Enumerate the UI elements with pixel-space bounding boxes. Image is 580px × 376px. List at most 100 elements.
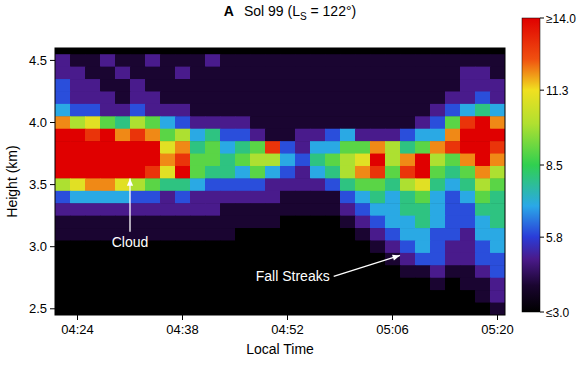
cell (220, 216, 236, 229)
cell (430, 116, 446, 129)
cell (415, 54, 431, 67)
cell (340, 290, 356, 303)
cell (340, 166, 356, 179)
cell (490, 265, 505, 278)
cell (100, 79, 116, 92)
cell (295, 178, 311, 191)
cell (85, 116, 101, 129)
cell (85, 104, 101, 117)
cell (460, 191, 476, 204)
cell (475, 278, 491, 291)
cell (55, 216, 71, 229)
cell (235, 228, 251, 241)
cell (220, 253, 236, 266)
cell (265, 129, 281, 142)
cell (55, 290, 71, 303)
cell (220, 67, 236, 80)
cell (445, 54, 461, 67)
cell (460, 116, 476, 129)
cell (235, 141, 251, 154)
cell (100, 203, 116, 216)
cell (250, 216, 266, 229)
cell (85, 129, 101, 142)
cell (130, 290, 146, 303)
cell (400, 240, 416, 253)
cell (220, 91, 236, 104)
cell (235, 290, 251, 303)
cell (400, 228, 416, 241)
cell (115, 203, 131, 216)
cell (175, 91, 191, 104)
cell (115, 141, 131, 154)
cell (220, 141, 236, 154)
cell (115, 154, 131, 167)
cell (145, 178, 161, 191)
cell (205, 54, 221, 67)
cell (115, 191, 131, 204)
cell (190, 265, 206, 278)
cell (400, 191, 416, 204)
cell (100, 67, 116, 80)
cell (325, 216, 341, 229)
cell (310, 253, 326, 266)
cell (190, 253, 206, 266)
cell (280, 166, 296, 179)
cell (400, 203, 416, 216)
cell (430, 191, 446, 204)
cell (70, 79, 86, 92)
cell (85, 166, 101, 179)
cell (115, 216, 131, 229)
cell (310, 203, 326, 216)
cell (235, 265, 251, 278)
cell (385, 216, 401, 229)
x-tick-label: 05:06 (376, 322, 409, 337)
cell (115, 278, 131, 291)
cell (280, 104, 296, 117)
frame (55, 48, 505, 315)
cell (295, 240, 311, 253)
cell (190, 191, 206, 204)
cell (265, 203, 281, 216)
cell (445, 91, 461, 104)
cell (370, 67, 386, 80)
cell (160, 265, 176, 278)
cell (205, 104, 221, 117)
cell (70, 303, 86, 315)
cell (115, 91, 131, 104)
cell (85, 303, 101, 315)
cell (460, 216, 476, 229)
cell (310, 216, 326, 229)
cell (175, 141, 191, 154)
cell (400, 104, 416, 117)
cell (205, 154, 221, 167)
cell (385, 203, 401, 216)
cell (415, 116, 431, 129)
cell (115, 253, 131, 266)
cell (70, 129, 86, 142)
cell (235, 191, 251, 204)
cell (310, 166, 326, 179)
colorbar (522, 18, 540, 312)
cell (190, 166, 206, 179)
cell (340, 91, 356, 104)
cell (70, 216, 86, 229)
cell (265, 54, 281, 67)
cell (490, 191, 505, 204)
colorbar-tick (540, 18, 544, 19)
cell (445, 240, 461, 253)
cell (400, 166, 416, 179)
cell (475, 265, 491, 278)
cell (400, 141, 416, 154)
cell (385, 178, 401, 191)
cell (70, 116, 86, 129)
cell (145, 154, 161, 167)
cell (175, 265, 191, 278)
cell (430, 79, 446, 92)
x-axis-label: Local Time (246, 341, 314, 357)
cell (490, 166, 505, 179)
cell (370, 54, 386, 67)
cell (70, 203, 86, 216)
cell (190, 116, 206, 129)
cell (355, 67, 371, 80)
colorbar-label: 11.3 (546, 84, 569, 98)
